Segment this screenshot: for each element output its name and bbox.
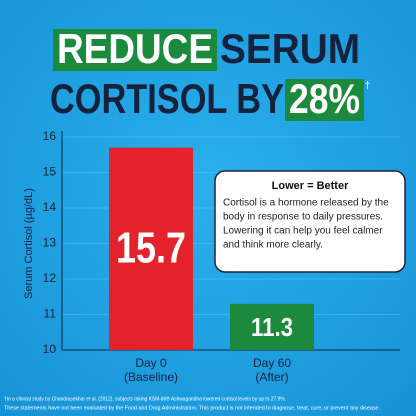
callout-box — [214, 170, 406, 273]
callout: Lower = Better Cortisol is a hormone rel… — [214, 170, 406, 273]
chart: 10 11 12 13 14 15 16 Serum Cortisol (µg/dL) 15.7… — [23, 129, 400, 384]
callout-line: body in response to daily pressures. — [223, 212, 383, 223]
y-tick-label: 15 — [43, 165, 57, 179]
y-tick-label: 13 — [43, 236, 57, 250]
callout-title: Lower = Better — [272, 180, 349, 192]
callout-line: Cortisol is a hormone released by the — [223, 198, 389, 209]
title-word: 28% — [289, 75, 360, 122]
title-dagger: † — [365, 81, 370, 92]
title-word: SERUM — [220, 25, 360, 72]
title-highlight — [53, 29, 217, 71]
footnotes: †In a clinical study by Chandrasekhar et… — [4, 395, 380, 411]
title-word: CORTISOL BY — [50, 75, 284, 122]
y-tick-label: 14 — [43, 200, 57, 214]
y-tick-label: 11 — [44, 307, 57, 321]
bar-value-label: 11.3 — [251, 312, 293, 342]
x-tick-label: Day 0 — [135, 356, 167, 370]
footnote: These statements have not been evaluated… — [4, 405, 380, 411]
y-tick-label: 10 — [43, 342, 57, 356]
bar — [230, 303, 314, 350]
callout-line: Lowering it can help you feel calmer — [223, 226, 383, 237]
y-axis-label: Serum Cortisol (µg/dL) — [23, 188, 35, 299]
bar-value-label: 15.7 — [116, 223, 186, 272]
x-tick-sublabel: (After) — [255, 370, 288, 384]
bar — [109, 147, 193, 350]
y-tick-label: 16 — [43, 129, 57, 143]
y-tick-label: 12 — [43, 271, 57, 285]
title-highlight — [285, 79, 364, 121]
x-tick-sublabel: (Baseline) — [124, 370, 178, 384]
title-word: REDUCE — [57, 25, 213, 72]
callout-line: and think more clearly. — [223, 240, 323, 251]
footnote: †In a clinical study by Chandrasekhar et… — [4, 395, 286, 402]
x-tick-label: Day 60 — [253, 356, 291, 370]
